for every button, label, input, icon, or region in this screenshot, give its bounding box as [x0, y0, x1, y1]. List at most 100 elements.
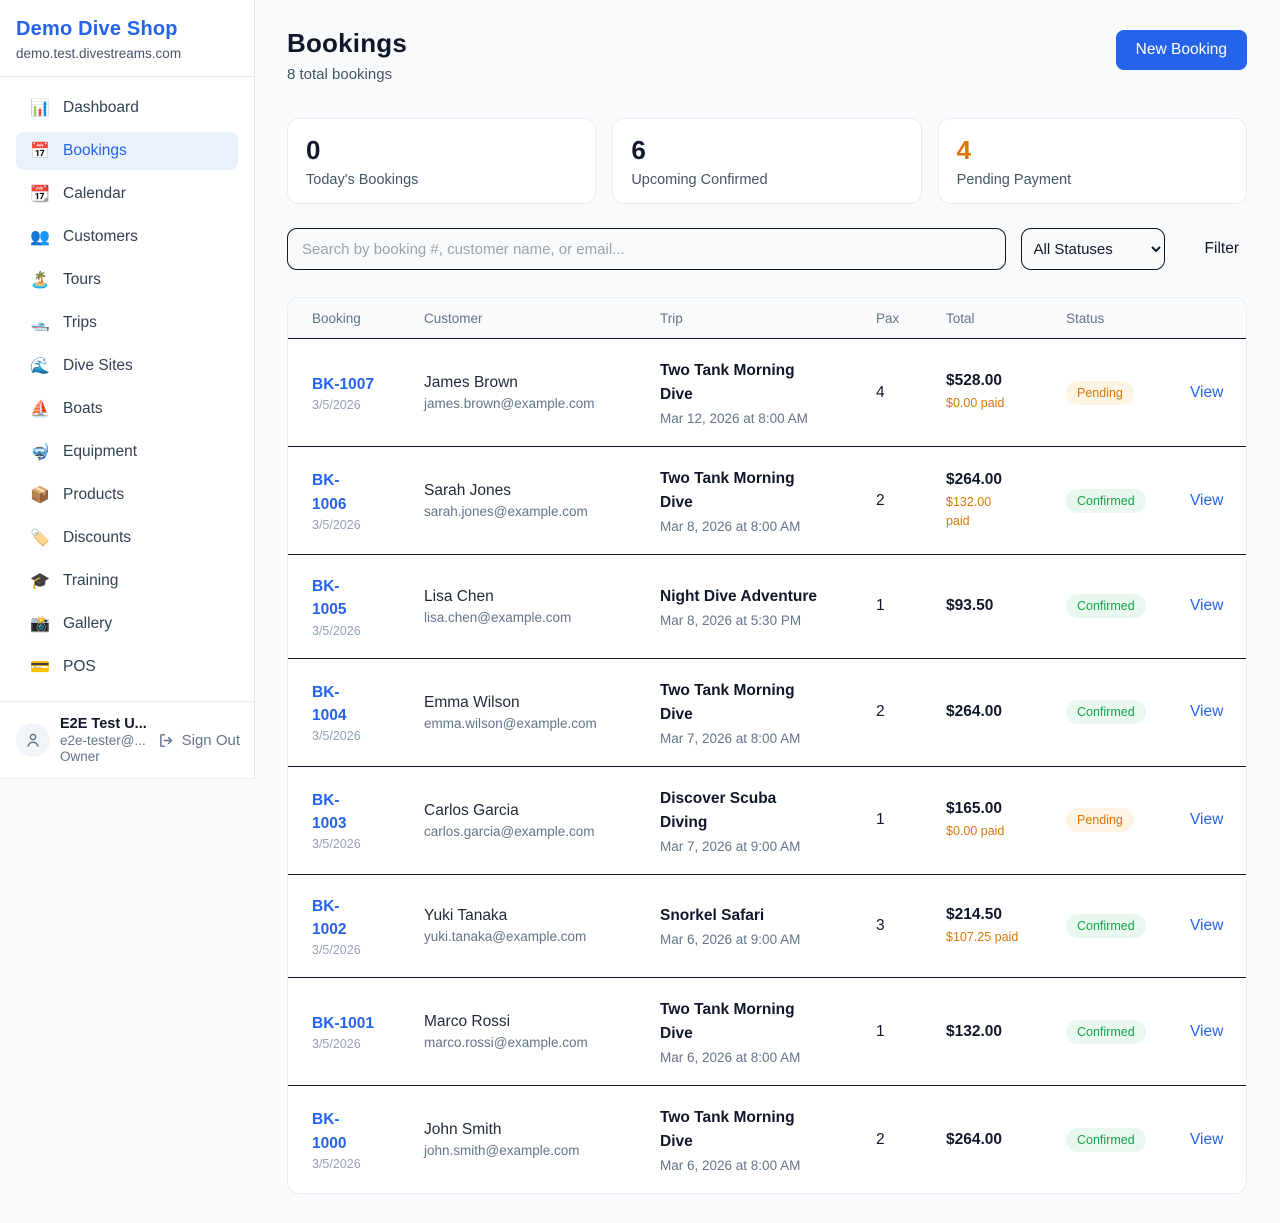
pax-value: 1	[876, 1022, 885, 1040]
trip-date: Mar 7, 2026 at 8:00 AM	[660, 730, 801, 746]
total-value: $264.00	[946, 1130, 1003, 1148]
sign-out-label: Sign Out	[181, 731, 240, 749]
pax-value: 1	[876, 811, 885, 829]
view-link[interactable]: View	[1190, 916, 1224, 934]
booking-id-link[interactable]: BK- 1006	[312, 472, 347, 513]
column-header-status: Status	[1066, 310, 1105, 326]
status-badge: Confirmed	[1066, 488, 1146, 513]
user-info: E2E Test U... e2e-tester@... Owner	[60, 716, 148, 764]
view-link[interactable]: View	[1190, 597, 1224, 615]
user-email: e2e-tester@...	[60, 733, 146, 748]
main-content: Bookings 8 total bookings New Booking 0 …	[255, 0, 1280, 1223]
status-badge: Confirmed	[1066, 1019, 1146, 1044]
stat-label: Pending Payment	[956, 172, 1072, 188]
column-header-trip: Trip	[660, 310, 683, 326]
sidebar-item-training[interactable]: 🎓 Training	[16, 562, 238, 600]
customer-email: sarah.jones@example.com	[424, 504, 588, 520]
bookings-table: Booking Customer Trip Pax Total Status B…	[287, 297, 1247, 1195]
paid-amount: $107.25 paid	[946, 929, 1019, 944]
sidebar-item-trips[interactable]: 🛥️ Trips	[16, 304, 238, 342]
camera-icon: 📸	[30, 616, 50, 633]
total-value: $528.00	[946, 372, 1003, 390]
view-link[interactable]: View	[1190, 703, 1224, 721]
customer-email: marco.rossi@example.com	[424, 1035, 588, 1051]
trip-date: Mar 6, 2026 at 8:00 AM	[660, 1158, 801, 1174]
sidebar-item-label: POS	[63, 658, 96, 675]
graduation-cap-icon: 🎓	[30, 573, 50, 590]
customer-name: Marco Rossi	[424, 1013, 511, 1031]
sidebar-item-customers[interactable]: 👥 Customers	[16, 218, 238, 256]
sidebar-item-bookings[interactable]: 📅 Bookings	[16, 132, 238, 170]
sidebar-item-discounts[interactable]: 🏷️ Discounts	[16, 519, 238, 557]
new-booking-button[interactable]: New Booking	[1115, 30, 1247, 70]
search-input[interactable]	[287, 228, 1006, 270]
filter-button[interactable]: Filter	[1197, 240, 1247, 258]
view-link[interactable]: View	[1190, 811, 1224, 829]
view-link[interactable]: View	[1190, 491, 1224, 509]
sidebar-item-dive-sites[interactable]: 🌊 Dive Sites	[16, 347, 238, 385]
filter-row: All Statuses Filter	[287, 228, 1247, 270]
booking-id-link[interactable]: BK-1001	[312, 1015, 375, 1033]
paid-amount: $0.00 paid	[946, 396, 1005, 411]
status-badge: Confirmed	[1066, 913, 1146, 938]
column-header-customer: Customer	[424, 310, 483, 326]
sidebar-item-gallery[interactable]: 📸 Gallery	[16, 605, 238, 643]
stat-value: 0	[306, 135, 321, 165]
booking-id-link[interactable]: BK- 1003	[312, 791, 347, 833]
island-icon: 🏝️	[30, 272, 50, 289]
customer-name: James Brown	[424, 374, 518, 392]
booking-id-link[interactable]: BK- 1002	[312, 897, 347, 938]
trip-name: Two Tank Morning Dive	[660, 1001, 795, 1043]
booking-date: 3/5/2026	[312, 837, 361, 852]
sidebar-item-label: Trips	[63, 314, 97, 331]
booking-id-link[interactable]: BK- 1005	[312, 578, 347, 619]
sidebar-item-label: Equipment	[63, 443, 138, 460]
sidebar-item-calendar[interactable]: 📆 Calendar	[16, 175, 238, 213]
sidebar-item-dashboard[interactable]: 📊 Dashboard	[16, 89, 238, 127]
customer-name: Sarah Jones	[424, 482, 512, 500]
diving-mask-icon: 🤿	[30, 444, 50, 461]
total-value: $214.50	[946, 905, 1003, 923]
trip-name: Two Tank Morning Dive	[660, 470, 795, 512]
sidebar-item-label: Products	[63, 486, 125, 503]
trip-date: Mar 6, 2026 at 8:00 AM	[660, 1050, 801, 1066]
sidebar-item-boats[interactable]: ⛵ Boats	[16, 390, 238, 428]
stat-value: 4	[956, 135, 972, 165]
trip-date: Mar 8, 2026 at 8:00 AM	[660, 519, 801, 535]
booking-id-link[interactable]: BK-1007	[312, 375, 375, 393]
booking-date: 3/5/2026	[312, 729, 361, 744]
sidebar-item-label: Gallery	[63, 615, 113, 632]
trip-name: Two Tank Morning Dive	[660, 1109, 795, 1151]
column-header-total: Total	[946, 310, 975, 326]
status-select[interactable]: All Statuses	[1020, 228, 1165, 270]
booking-id-link[interactable]: BK- 1000	[312, 1111, 347, 1152]
table-row: BK- 1005 3/5/2026 Lisa Chen lisa.chen@ex…	[288, 554, 1246, 658]
sign-out-button[interactable]: Sign Out	[158, 732, 240, 749]
booking-id-link[interactable]: BK- 1004	[312, 683, 347, 725]
trip-name: Two Tank Morning Dive	[660, 681, 795, 723]
view-link[interactable]: View	[1190, 1130, 1224, 1148]
page-title: Bookings	[287, 28, 408, 58]
total-value: $264.00	[946, 471, 1003, 489]
paid-amount: $0.00 paid	[946, 824, 1005, 839]
table-body: BK-1007 3/5/2026 James Brown james.brown…	[288, 339, 1246, 1193]
package-icon: 📦	[30, 487, 50, 504]
sidebar-item-label: Customers	[63, 228, 138, 245]
view-link[interactable]: View	[1190, 1022, 1224, 1040]
sidebar-item-label: Dashboard	[63, 99, 139, 116]
user-role: Owner	[60, 749, 100, 764]
stat-card: 0 Today's Bookings	[287, 118, 597, 204]
pax-value: 2	[876, 1130, 885, 1148]
sidebar-item-tours[interactable]: 🏝️ Tours	[16, 261, 238, 299]
pax-value: 3	[876, 916, 885, 934]
customer-email: carlos.garcia@example.com	[424, 823, 595, 839]
view-link[interactable]: View	[1190, 383, 1224, 401]
table-row: BK- 1000 3/5/2026 John Smith john.smith@…	[288, 1085, 1246, 1193]
sidebar-item-pos[interactable]: 💳 POS	[16, 648, 238, 686]
customer-email: emma.wilson@example.com	[424, 715, 597, 731]
sidebar-item-equipment[interactable]: 🤿 Equipment	[16, 433, 238, 471]
status-badge: Confirmed	[1066, 594, 1146, 619]
pax-value: 4	[876, 383, 885, 401]
sidebar-item-products[interactable]: 📦 Products	[16, 476, 238, 514]
